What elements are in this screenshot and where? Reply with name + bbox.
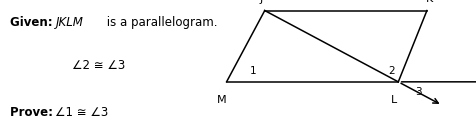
Text: is a parallelogram.: is a parallelogram.: [102, 16, 217, 29]
Text: 2: 2: [387, 66, 394, 76]
Text: Given:: Given:: [10, 16, 56, 29]
Text: ∠2 ≅ ∠3: ∠2 ≅ ∠3: [71, 59, 125, 72]
Text: J: J: [259, 0, 262, 4]
Text: 1: 1: [249, 66, 256, 76]
Text: ∠1 ≅ ∠3: ∠1 ≅ ∠3: [55, 106, 108, 119]
Text: JKLM: JKLM: [56, 16, 84, 29]
Text: M: M: [217, 95, 226, 105]
Text: 3: 3: [415, 87, 421, 97]
Text: K: K: [425, 0, 432, 4]
Text: L: L: [389, 95, 396, 105]
Text: Prove:: Prove:: [10, 106, 57, 119]
